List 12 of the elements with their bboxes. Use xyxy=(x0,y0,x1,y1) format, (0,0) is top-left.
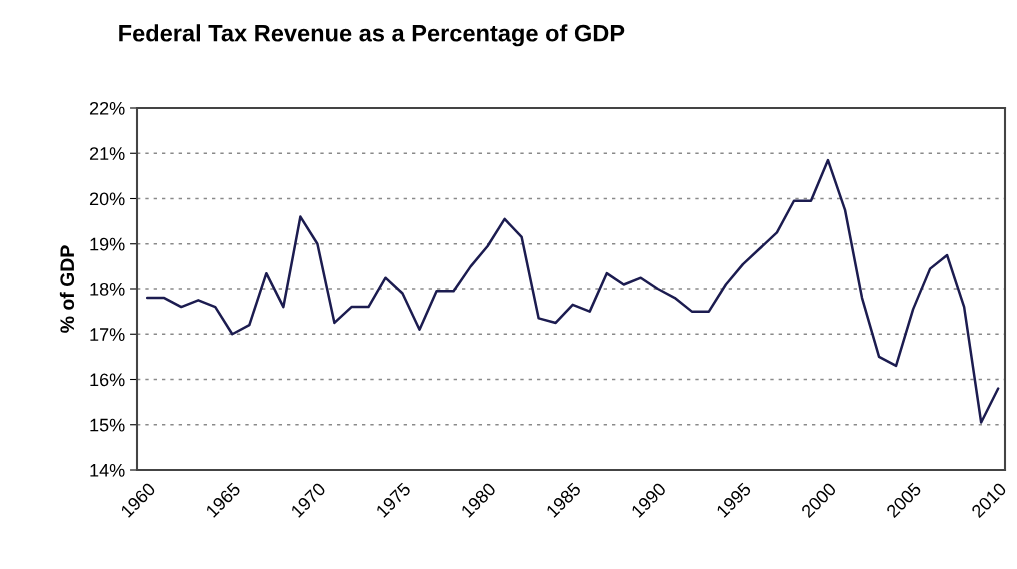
y-tick-label: 19% xyxy=(90,237,125,251)
line-series xyxy=(145,158,1000,424)
y-tick-label: 17% xyxy=(90,328,125,341)
y-tick-label: 22% xyxy=(89,101,125,115)
y-tick-label: 21% xyxy=(89,147,125,160)
y-tick-label: 18% xyxy=(90,282,125,296)
y-tick-label: 14% xyxy=(90,464,125,477)
y-tick-label: 16% xyxy=(90,373,125,387)
y-axis-title: % of GDP xyxy=(59,245,75,333)
y-tick-label: 20% xyxy=(89,192,125,206)
chart-title: Federal Tax Revenue as a Percentage of GDP xyxy=(119,24,625,47)
y-tick-label: 15% xyxy=(90,418,125,432)
